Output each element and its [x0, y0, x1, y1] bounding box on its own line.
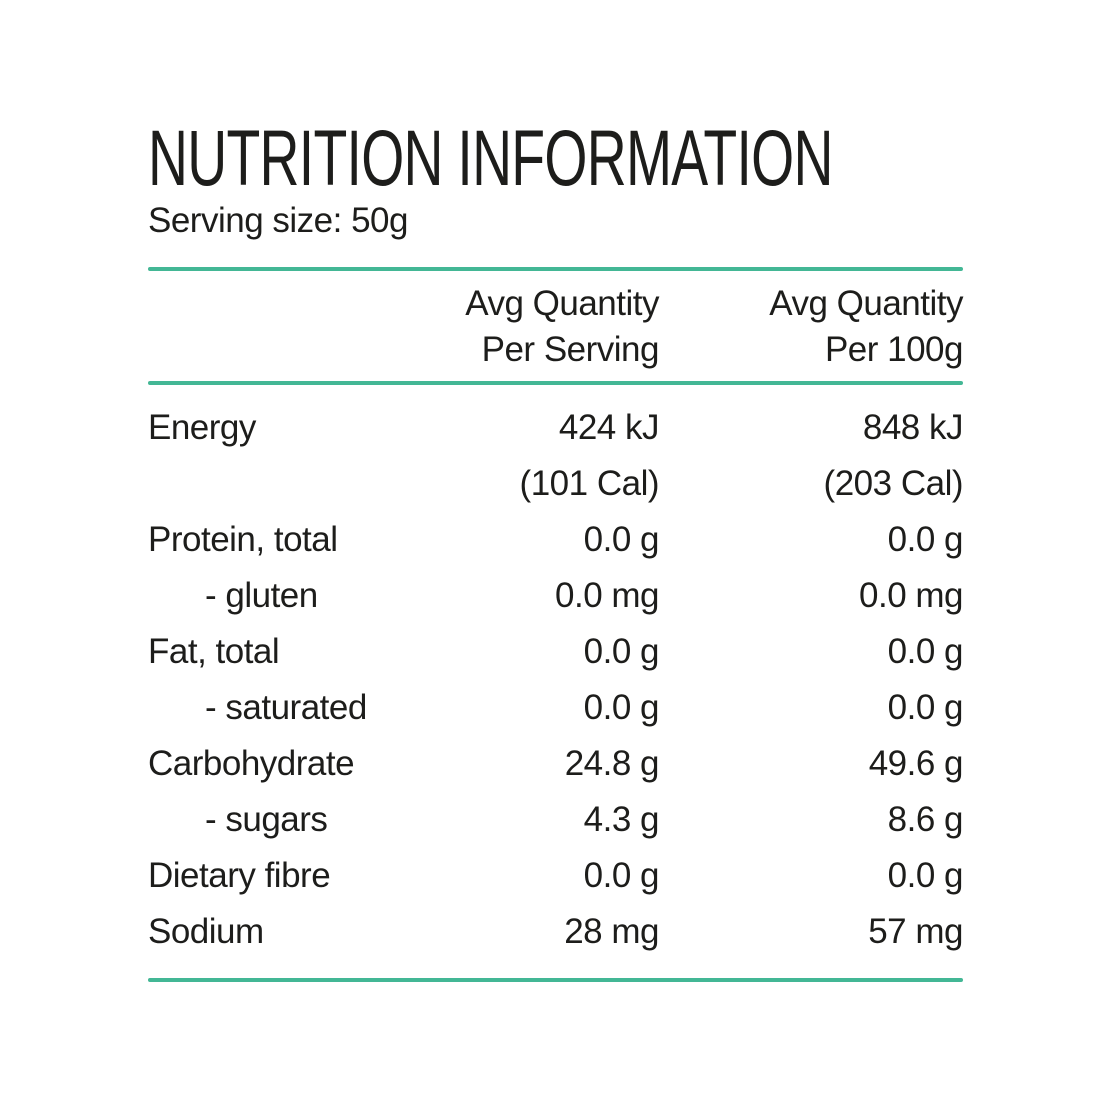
row-per-serving-value: 0.0 g	[583, 520, 660, 560]
page-title: NUTRITION INFORMATION	[148, 113, 833, 202]
row-per-serving-value: 424 kJ	[558, 408, 660, 448]
nutrition-table-body: Energy 424 kJ 848 kJ (101 Cal) (203 Cal)…	[148, 385, 964, 960]
row-label: Protein, total	[148, 520, 338, 560]
table-row: Sodium 28 mg 57 mg	[148, 904, 964, 960]
column-header-per-serving-line1: Avg Quantity	[465, 284, 659, 324]
row-label: - gluten	[205, 576, 318, 616]
row-per-100g-value: 0.0 g	[887, 520, 964, 560]
row-per-serving-value: 0.0 mg	[555, 576, 660, 616]
nutrition-panel: NUTRITION INFORMATION Serving size: 50g …	[148, 113, 964, 983]
table-row: - sugars 4.3 g 8.6 g	[148, 792, 964, 848]
row-label: Carbohydrate	[148, 744, 355, 784]
column-header-per-100g-line2: Per 100g	[824, 330, 964, 370]
table-header-row: Avg Quantity Per Serving Avg Quantity Pe…	[148, 271, 963, 373]
table-row: Energy 424 kJ 848 kJ	[148, 400, 964, 456]
row-per-100g-value: 848 kJ	[862, 408, 964, 448]
row-per-serving-value: (101 Cal)	[519, 464, 660, 504]
table-row: Dietary fibre 0.0 g 0.0 g	[148, 848, 964, 904]
row-label: Sodium	[148, 912, 264, 952]
row-per-serving-value: 0.0 g	[583, 856, 660, 896]
table-row: Fat, total 0.0 g 0.0 g	[148, 624, 964, 680]
row-per-100g-value: (203 Cal)	[823, 464, 964, 504]
column-header-per-serving-line2: Per Serving	[481, 330, 660, 370]
serving-size-text: Serving size: 50g	[148, 201, 408, 241]
row-per-serving-value: 0.0 g	[583, 632, 660, 672]
row-per-serving-value: 24.8 g	[564, 744, 660, 784]
column-header-per-100g-line1: Avg Quantity	[769, 284, 963, 324]
row-per-serving-value: 28 mg	[564, 912, 659, 952]
row-label: Fat, total	[148, 632, 280, 672]
row-per-100g-value: 0.0 g	[887, 632, 964, 672]
row-label: - sugars	[205, 800, 328, 840]
table-row: - gluten 0.0 mg 0.0 mg	[148, 568, 964, 624]
row-per-100g-value: 0.0 g	[887, 688, 964, 728]
row-label: Energy	[148, 408, 256, 448]
row-per-100g-value: 49.6 g	[868, 744, 964, 784]
row-per-100g-value: 0.0 g	[887, 856, 964, 896]
row-label: - saturated	[205, 688, 367, 728]
table-row: (101 Cal) (203 Cal)	[148, 456, 964, 512]
header-divider	[148, 381, 963, 386]
row-per-serving-value: 4.3 g	[583, 800, 660, 840]
bottom-divider	[148, 978, 963, 983]
column-header-per-100g: Avg Quantity Per 100g	[659, 281, 963, 373]
top-divider	[148, 267, 963, 272]
table-row: - saturated 0.0 g 0.0 g	[148, 680, 964, 736]
table-row: Carbohydrate 24.8 g 49.6 g	[148, 736, 964, 792]
row-per-100g-value: 57 mg	[868, 912, 963, 952]
row-per-100g-value: 8.6 g	[887, 800, 964, 840]
row-per-serving-value: 0.0 g	[583, 688, 660, 728]
column-header-per-serving: Avg Quantity Per Serving	[409, 281, 659, 373]
table-row: Protein, total 0.0 g 0.0 g	[148, 512, 964, 568]
row-label: Dietary fibre	[148, 856, 331, 896]
row-per-100g-value: 0.0 mg	[859, 576, 964, 616]
